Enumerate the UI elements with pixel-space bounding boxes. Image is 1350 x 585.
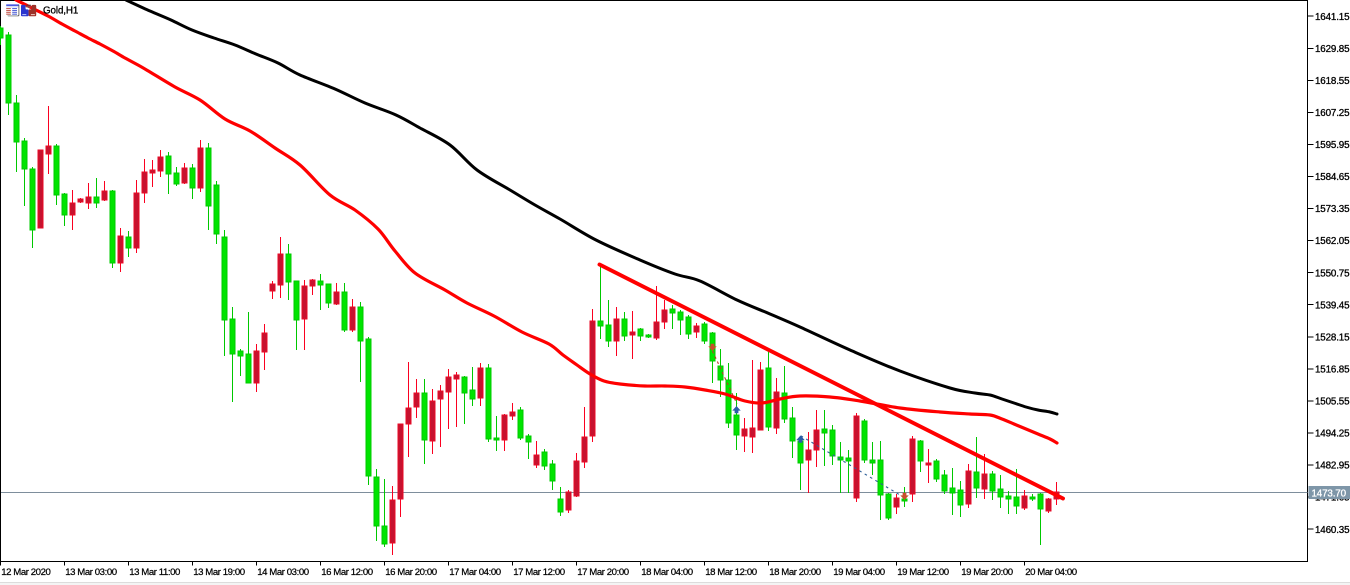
svg-text:19 Mar 04:00: 19 Mar 04:00 bbox=[833, 567, 885, 578]
svg-text:14 Mar 03:00: 14 Mar 03:00 bbox=[257, 567, 309, 578]
svg-text:1505.55: 1505.55 bbox=[1315, 397, 1350, 408]
svg-text:17 Mar 04:00: 17 Mar 04:00 bbox=[449, 567, 501, 578]
svg-text:1494.25: 1494.25 bbox=[1315, 429, 1350, 440]
svg-text:13 Mar 03:00: 13 Mar 03:00 bbox=[65, 567, 117, 578]
svg-text:17 Mar 12:00: 17 Mar 12:00 bbox=[513, 567, 565, 578]
svg-text:18 Mar 12:00: 18 Mar 12:00 bbox=[705, 567, 757, 578]
svg-text:1550.75: 1550.75 bbox=[1315, 268, 1350, 279]
svg-text:1516.85: 1516.85 bbox=[1315, 365, 1350, 376]
svg-text:1562.05: 1562.05 bbox=[1315, 236, 1350, 247]
svg-text:1584.65: 1584.65 bbox=[1315, 172, 1350, 183]
svg-text:1528.15: 1528.15 bbox=[1315, 332, 1350, 343]
svg-text:12 Mar 2020: 12 Mar 2020 bbox=[1, 567, 50, 578]
svg-text:1539.45: 1539.45 bbox=[1315, 300, 1350, 311]
svg-text:1482.95: 1482.95 bbox=[1315, 461, 1350, 472]
svg-text:19 Mar 12:00: 19 Mar 12:00 bbox=[897, 567, 949, 578]
svg-text:1641.15: 1641.15 bbox=[1315, 12, 1350, 23]
svg-text:1595.95: 1595.95 bbox=[1315, 140, 1350, 151]
svg-text:19 Mar 20:00: 19 Mar 20:00 bbox=[961, 567, 1013, 578]
svg-text:16 Mar 20:00: 16 Mar 20:00 bbox=[385, 567, 437, 578]
svg-text:1473.70: 1473.70 bbox=[1312, 488, 1347, 499]
svg-text:1629.85: 1629.85 bbox=[1315, 44, 1350, 55]
svg-text:1618.55: 1618.55 bbox=[1315, 76, 1350, 87]
svg-text:Gold,H1: Gold,H1 bbox=[43, 5, 78, 16]
svg-text:1573.35: 1573.35 bbox=[1315, 204, 1350, 215]
svg-text:20 Mar 04:00: 20 Mar 04:00 bbox=[1025, 567, 1077, 578]
svg-text:1460.35: 1460.35 bbox=[1315, 525, 1350, 536]
svg-text:13 Mar 19:00: 13 Mar 19:00 bbox=[193, 567, 245, 578]
svg-text:18 Mar 20:00: 18 Mar 20:00 bbox=[769, 567, 821, 578]
svg-text:17 Mar 20:00: 17 Mar 20:00 bbox=[577, 567, 629, 578]
svg-text:1607.25: 1607.25 bbox=[1315, 108, 1350, 119]
svg-text:16 Mar 12:00: 16 Mar 12:00 bbox=[321, 567, 373, 578]
svg-text:18 Mar 04:00: 18 Mar 04:00 bbox=[641, 567, 693, 578]
svg-text:13 Mar 11:00: 13 Mar 11:00 bbox=[129, 567, 180, 578]
